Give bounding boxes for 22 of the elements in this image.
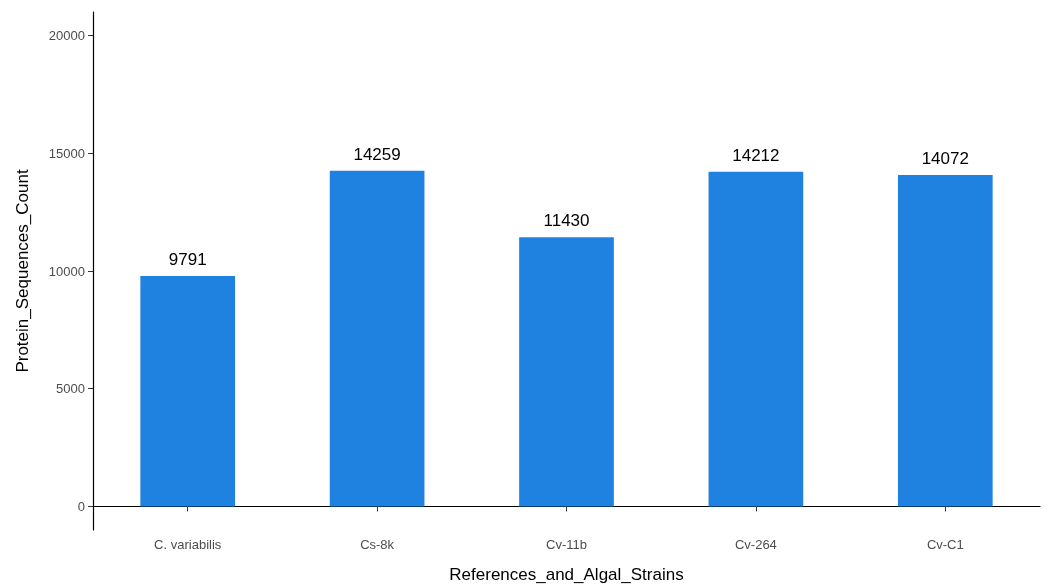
y-axis-title: Protein_Sequences_Count: [13, 169, 32, 373]
x-tick-label: Cv-C1: [926, 537, 964, 552]
data-label: 14259: [353, 144, 401, 164]
y-tick-label: 15000: [48, 145, 85, 161]
data-label: 14072: [921, 149, 969, 169]
y-tick-label: 5000: [56, 381, 85, 397]
x-tick-label: C. variabilis: [154, 537, 222, 552]
y-tick-label: 0: [77, 498, 85, 514]
x-axis-title: References_and_Algal_Strains: [449, 565, 684, 584]
bar: [140, 275, 236, 507]
data-label: 14212: [732, 145, 780, 165]
bar: [897, 175, 993, 507]
bar: [519, 237, 614, 507]
data-label: 9791: [168, 249, 207, 269]
y-tick-label: 10000: [48, 263, 85, 279]
x-tick-label: Cs-8k: [360, 537, 395, 552]
data-label: 11430: [543, 211, 590, 231]
bar: [708, 171, 804, 507]
bar: [329, 170, 425, 507]
x-tick-label: Cv-264: [734, 537, 777, 552]
x-tick-label: Cv-11b: [546, 537, 587, 552]
y-tick-label: 20000: [48, 28, 85, 44]
